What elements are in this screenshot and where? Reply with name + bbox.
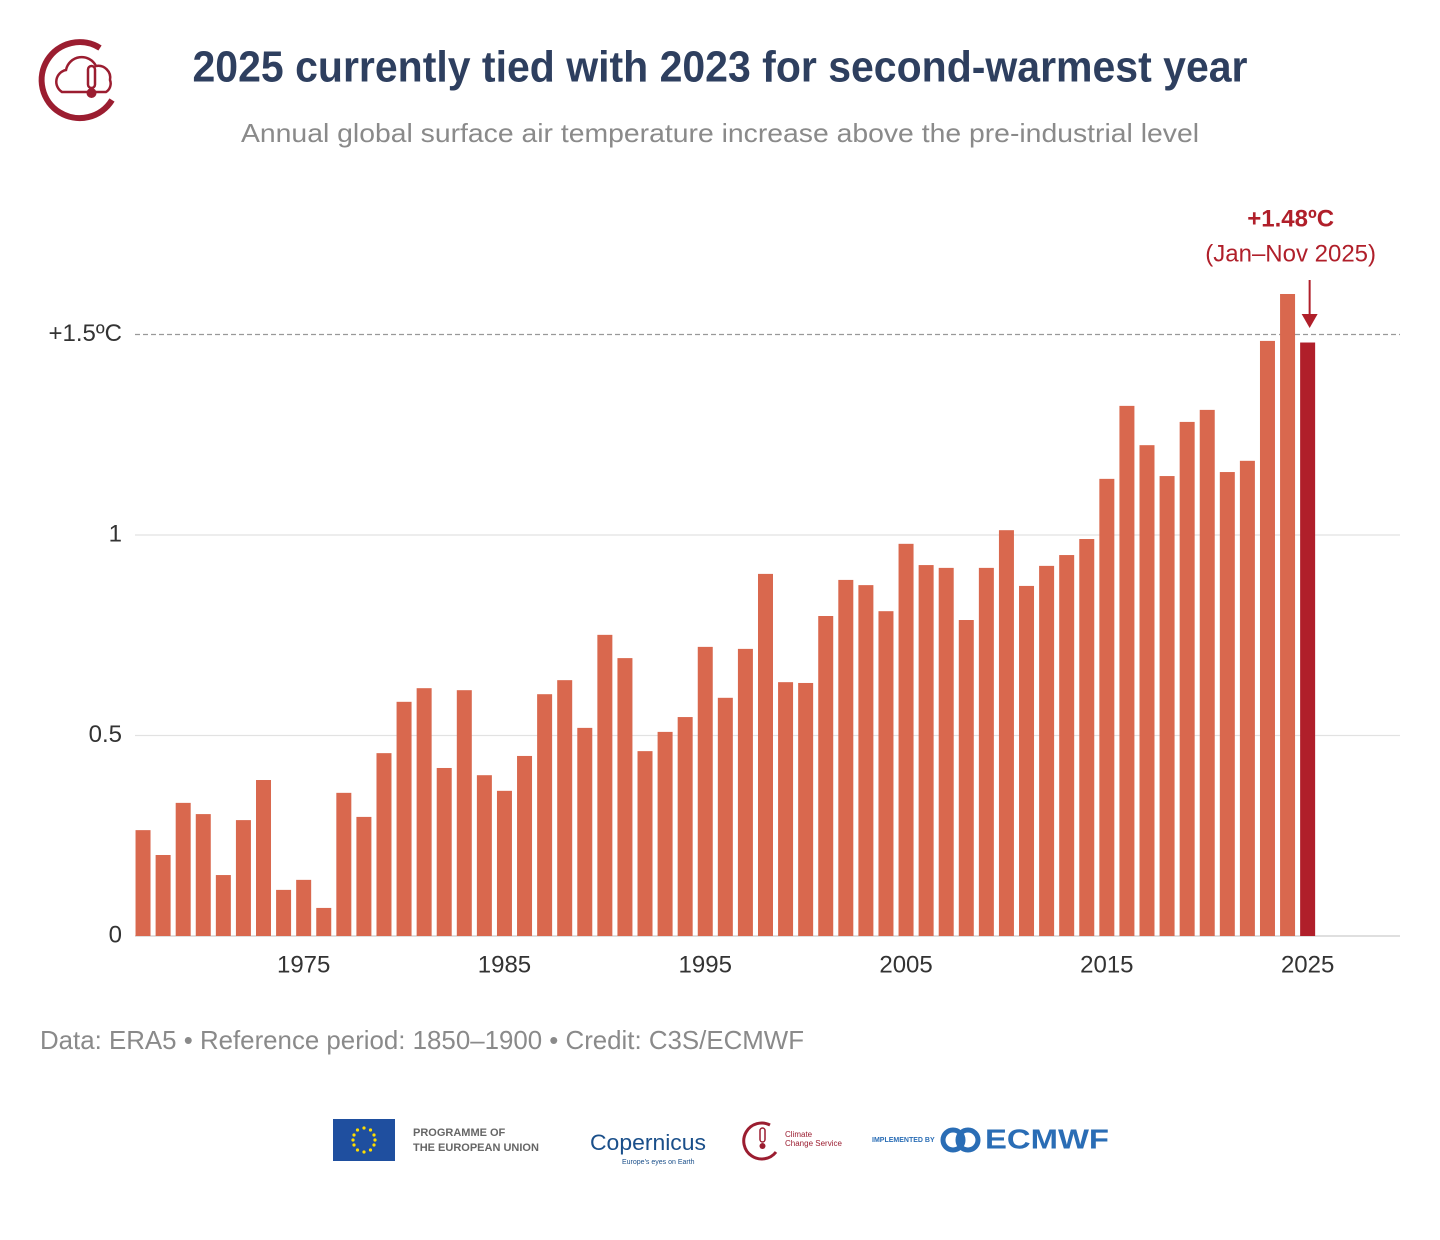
bar — [938, 567, 954, 936]
c3s-text: Climate — [785, 1130, 813, 1139]
bar — [496, 790, 512, 936]
bar — [637, 751, 653, 936]
bar — [1300, 342, 1316, 936]
bar — [537, 694, 553, 936]
x-tick-label: 1995 — [679, 951, 732, 978]
c3s-text: Change Service — [785, 1139, 842, 1148]
bar — [597, 634, 613, 936]
bar — [1019, 585, 1035, 936]
bar — [778, 682, 794, 936]
bar — [858, 585, 874, 936]
bar — [195, 814, 211, 936]
bar — [1199, 409, 1215, 936]
x-tick-label: 2015 — [1080, 951, 1133, 978]
bar — [256, 780, 272, 936]
bar — [235, 820, 251, 936]
bar — [336, 792, 352, 936]
annotation-arrowhead — [1301, 314, 1318, 328]
footer-logos: PROGRAMME OF THE EUROPEAN UNION Copernic… — [333, 1119, 1109, 1166]
eu-flag — [333, 1119, 395, 1161]
y-tick-label: 0.5 — [89, 721, 122, 748]
bar — [456, 690, 472, 936]
bar — [878, 611, 894, 936]
eu-text: PROGRAMME OF — [413, 1127, 506, 1139]
bar — [376, 753, 392, 936]
bar — [798, 682, 814, 936]
x-tick-label: 1975 — [277, 951, 330, 978]
source-note: Data: ERA5 • Reference period: 1850–1900… — [40, 1025, 804, 1055]
bar — [958, 620, 974, 936]
x-tick-label: 1985 — [478, 951, 531, 978]
bar — [1119, 405, 1135, 936]
bar — [476, 775, 492, 936]
bar — [757, 573, 773, 936]
bar — [276, 889, 292, 936]
bar — [617, 658, 633, 936]
y-tick-label: 0 — [109, 921, 122, 948]
bar — [898, 543, 914, 936]
bar — [978, 567, 994, 936]
bar — [1059, 555, 1075, 936]
implemented-text: IMPLEMENTED BY — [872, 1137, 935, 1144]
bar — [215, 875, 231, 936]
bar — [1239, 460, 1255, 936]
chart-title: 2025 currently tied with 2023 for second… — [193, 43, 1248, 92]
annotation-subtext: (Jan–Nov 2025) — [1205, 240, 1376, 267]
annotation: +1.48ºC — [1247, 205, 1334, 232]
copernicus-text: Copernicus — [590, 1130, 706, 1155]
chart-subtitle: Annual global surface air temperature in… — [241, 118, 1199, 148]
bar — [657, 731, 673, 936]
bar — [1139, 445, 1155, 936]
x-tick-label: 2005 — [879, 951, 932, 978]
bar — [1159, 476, 1175, 936]
bar — [1179, 421, 1195, 937]
bar — [436, 767, 452, 936]
bar — [677, 717, 693, 936]
copernicus-tagline: Europe's eyes on Earth — [622, 1159, 695, 1166]
bar — [316, 907, 332, 936]
ecmwf-text: ECMWF — [985, 1123, 1109, 1154]
bar — [1280, 293, 1296, 936]
c3s-logo — [38, 39, 115, 122]
bar — [838, 579, 854, 936]
x-tick-label: 2025 — [1281, 951, 1334, 978]
bar — [697, 646, 713, 936]
bar — [175, 802, 191, 936]
bar — [1099, 478, 1115, 936]
bar — [1259, 340, 1275, 936]
bar — [557, 680, 573, 936]
bar — [135, 830, 151, 936]
bar — [737, 648, 753, 936]
bar — [1039, 565, 1055, 936]
bar — [818, 616, 834, 936]
bar — [517, 755, 533, 936]
eu-text: THE EUROPEAN UNION — [413, 1142, 539, 1154]
bar — [1219, 472, 1235, 936]
bar — [998, 530, 1014, 936]
y-tick-label: +1.5ºC — [49, 320, 122, 347]
bar — [296, 879, 312, 936]
bar — [416, 688, 432, 936]
bar — [356, 816, 372, 936]
bar — [717, 697, 733, 936]
bar — [396, 701, 412, 936]
y-tick-label: 1 — [109, 520, 122, 547]
bar — [155, 854, 171, 936]
bar — [577, 727, 593, 936]
bar — [918, 565, 934, 936]
bar — [1079, 539, 1095, 936]
